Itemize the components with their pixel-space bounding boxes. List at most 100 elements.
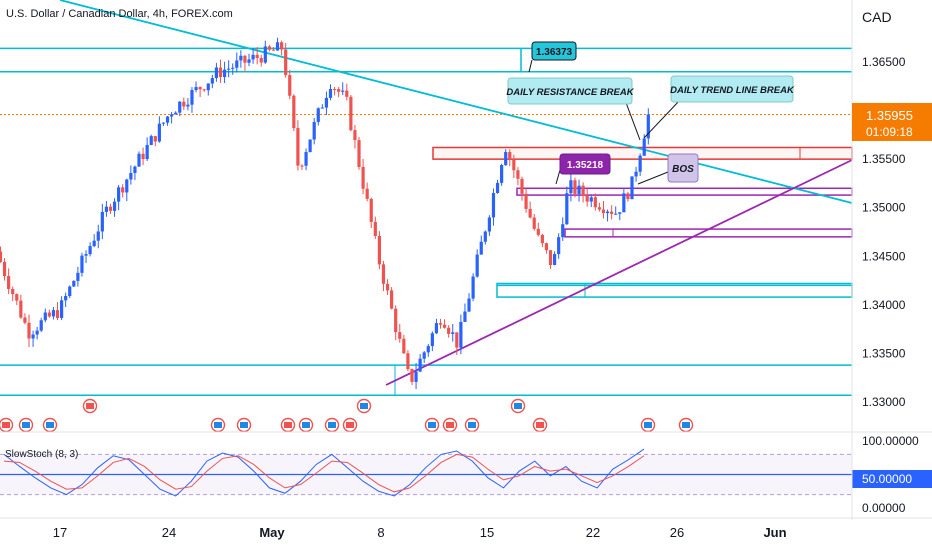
candle-body bbox=[422, 352, 426, 359]
candle-body bbox=[178, 101, 182, 113]
event-flag-icon[interactable] bbox=[532, 417, 548, 433]
candle-body bbox=[100, 211, 104, 232]
candle-body bbox=[565, 193, 569, 225]
candle-body bbox=[536, 228, 540, 235]
event-flag bbox=[86, 403, 94, 409]
callout-text: 1.36373 bbox=[536, 47, 573, 58]
callout-box bbox=[667, 153, 699, 183]
callout-text: DAILY RESISTANCE BREAK bbox=[506, 87, 634, 98]
stoch-tick-label: 0.00000 bbox=[862, 501, 906, 515]
price-tick-label: 1.33500 bbox=[862, 346, 906, 360]
candle-body bbox=[194, 87, 198, 91]
candle-body bbox=[332, 88, 337, 90]
candle-body bbox=[597, 207, 602, 210]
candle-body bbox=[341, 90, 345, 92]
event-flag-icon[interactable] bbox=[442, 417, 458, 433]
event-flag-icon[interactable] bbox=[280, 417, 296, 433]
candle-body bbox=[349, 96, 353, 131]
candle-body bbox=[15, 294, 19, 301]
callout-pointer bbox=[528, 59, 533, 73]
candle-body bbox=[532, 217, 536, 229]
event-flag-icon[interactable] bbox=[510, 398, 526, 414]
candle-body bbox=[80, 255, 84, 273]
candle-body bbox=[390, 290, 394, 309]
candle-body bbox=[605, 211, 610, 214]
event-flag-icon[interactable] bbox=[298, 417, 314, 433]
candle-body bbox=[593, 197, 597, 208]
candle-body bbox=[544, 243, 549, 251]
candle-body bbox=[361, 166, 365, 189]
candle-body bbox=[145, 144, 149, 160]
candle-body bbox=[153, 136, 157, 142]
event-flag-icon[interactable] bbox=[342, 417, 358, 433]
candle-body bbox=[47, 312, 51, 317]
candle-body bbox=[23, 317, 27, 323]
candle-body bbox=[19, 300, 23, 318]
callout-pointer bbox=[624, 99, 641, 141]
candle-body bbox=[512, 159, 516, 171]
event-flag bbox=[214, 422, 222, 428]
price-tick-label: 1.36500 bbox=[862, 55, 906, 69]
candle-body bbox=[528, 208, 532, 218]
event-flag bbox=[346, 422, 354, 428]
candle-body bbox=[55, 310, 60, 318]
candle-body bbox=[447, 327, 451, 334]
candle-body bbox=[312, 121, 316, 140]
candle-body bbox=[308, 139, 312, 152]
candle-body bbox=[218, 67, 223, 78]
event-flag-icon[interactable] bbox=[0, 417, 14, 433]
candle-body bbox=[373, 221, 377, 236]
event-flag-icon[interactable] bbox=[42, 417, 58, 433]
time-axis-label: 17 bbox=[53, 525, 67, 540]
event-flag-icon[interactable] bbox=[324, 417, 340, 433]
event-flag-icon[interactable] bbox=[236, 417, 252, 433]
event-flag bbox=[240, 422, 248, 428]
event-flag-icon[interactable] bbox=[640, 417, 656, 433]
event-flag-icon[interactable] bbox=[464, 417, 480, 433]
stoch-level-badge bbox=[852, 470, 932, 488]
economic-events[interactable] bbox=[0, 398, 694, 433]
candle-body bbox=[561, 224, 565, 238]
stoch-panel: 100.00000 0.00000 50.00000 bbox=[0, 434, 932, 515]
event-flag-icon[interactable] bbox=[678, 417, 694, 433]
candle-body bbox=[642, 138, 646, 156]
candle-body bbox=[141, 153, 145, 160]
candle-body bbox=[210, 78, 214, 84]
candle-body bbox=[149, 136, 153, 145]
candle-body bbox=[369, 198, 373, 222]
event-flag-icon[interactable] bbox=[356, 398, 372, 414]
candle-body bbox=[35, 330, 39, 335]
candle-body bbox=[552, 254, 557, 265]
event-flag bbox=[644, 422, 652, 428]
candle-body bbox=[243, 55, 247, 63]
event-flag-icon[interactable] bbox=[210, 417, 226, 433]
event-flag-icon[interactable] bbox=[18, 417, 34, 433]
event-flag-icon[interactable] bbox=[424, 417, 440, 433]
candle-body bbox=[27, 322, 31, 339]
event-flag bbox=[446, 422, 454, 428]
candle-body bbox=[581, 185, 585, 196]
candle-body bbox=[271, 49, 276, 51]
candle-body bbox=[137, 153, 141, 167]
callout-text: 1.35218 bbox=[567, 160, 604, 171]
candle-body bbox=[410, 369, 414, 382]
candle-body bbox=[51, 310, 56, 317]
candle-body bbox=[353, 130, 357, 141]
stoch-k-line bbox=[3, 448, 645, 497]
candle-body bbox=[569, 180, 573, 194]
callout-text: DAILY TREND LINE BREAK bbox=[670, 85, 795, 96]
candle-body bbox=[259, 58, 263, 63]
event-flag-icon[interactable] bbox=[82, 398, 98, 414]
callout-pointer bbox=[643, 99, 681, 139]
candle-body bbox=[500, 165, 504, 183]
candle-body bbox=[11, 288, 15, 295]
candle-body bbox=[475, 254, 479, 277]
candle-body bbox=[573, 180, 577, 194]
candle-body bbox=[451, 332, 455, 334]
callout-pointer bbox=[555, 169, 561, 185]
event-flag bbox=[428, 422, 436, 428]
candle-body bbox=[548, 250, 553, 265]
candle-body bbox=[84, 254, 88, 256]
